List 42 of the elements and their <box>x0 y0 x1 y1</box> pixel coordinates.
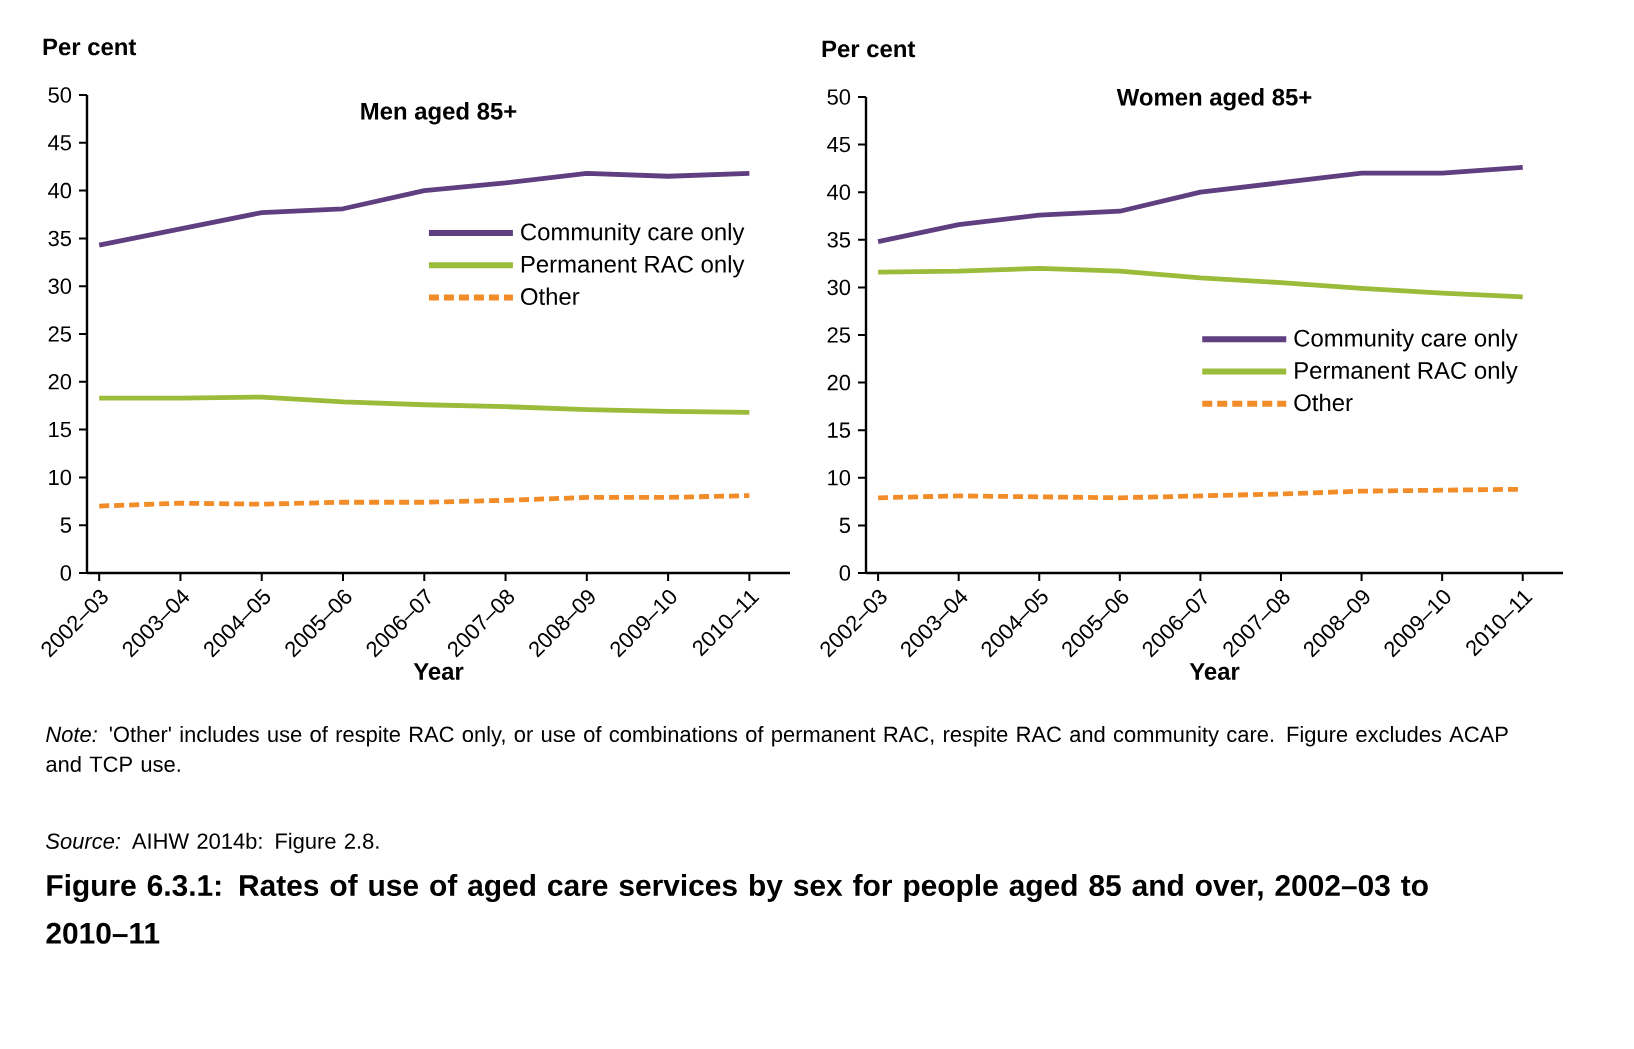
y-tick-label: 0 <box>839 565 851 581</box>
y-tick-label: 35 <box>48 230 72 247</box>
y-tick-label: 40 <box>827 184 851 200</box>
y-tick-label: 15 <box>828 422 851 438</box>
y-tick-label: 40 <box>48 182 72 199</box>
line-series <box>96 493 752 509</box>
y-tick-label: 35 <box>827 232 851 248</box>
x-axis-title: Year <box>413 663 464 680</box>
line-series <box>96 394 752 415</box>
line-series <box>875 265 1526 300</box>
y-tick-label: 45 <box>827 136 851 153</box>
y-tick-label: 50 <box>827 89 851 105</box>
legend-label: Other <box>1294 393 1353 412</box>
legend-label: Other <box>521 287 580 305</box>
line-series <box>96 171 752 248</box>
text: Source: AIHW 2014b: Figure 2.8. <box>46 832 379 854</box>
legend-label: Community care only <box>521 222 745 246</box>
legend-label: Permanent RAC only <box>1295 361 1518 384</box>
y-tick-label: 10 <box>49 469 72 486</box>
x-axis-title: Year <box>1189 663 1240 680</box>
y-axis-title: Per cent <box>43 38 137 56</box>
y-tick-label: 15 <box>49 421 72 438</box>
y-tick-label: 30 <box>827 279 851 296</box>
y-tick-label: 20 <box>48 374 72 390</box>
y-tick-label: 45 <box>48 135 72 151</box>
y-tick-label: 10 <box>828 470 851 486</box>
chart-title: Men aged 85+ <box>361 102 517 125</box>
legend-label: Permanent RAC only <box>521 255 745 278</box>
y-tick-label: 25 <box>827 327 851 343</box>
y-tick-label: 30 <box>48 278 72 294</box>
chart-title: Women aged 85+ <box>1116 88 1312 111</box>
y-tick-label: 5 <box>60 517 72 533</box>
y-tick-label: 50 <box>48 87 72 103</box>
legend-label: Community care only <box>1294 329 1518 352</box>
caption: Figure 6.3.1: Rates of use of aged care services by sex for people aged 85 and over, 2002–03 to 2010–11 <box>46 874 1428 944</box>
y-tick-label: 20 <box>827 374 851 391</box>
y-tick-label: 5 <box>839 517 851 534</box>
y-tick-label: 25 <box>48 326 72 342</box>
line-series <box>875 165 1526 245</box>
text: Note: 'Other' includes use of respite RAC only, or use of combinations of permanent RAC, respite RAC and community care. Figure excludes ACAP and TCP use. <box>46 726 1508 772</box>
y-tick-label: 0 <box>60 565 72 581</box>
y-axis-title: Per cent <box>822 40 916 58</box>
